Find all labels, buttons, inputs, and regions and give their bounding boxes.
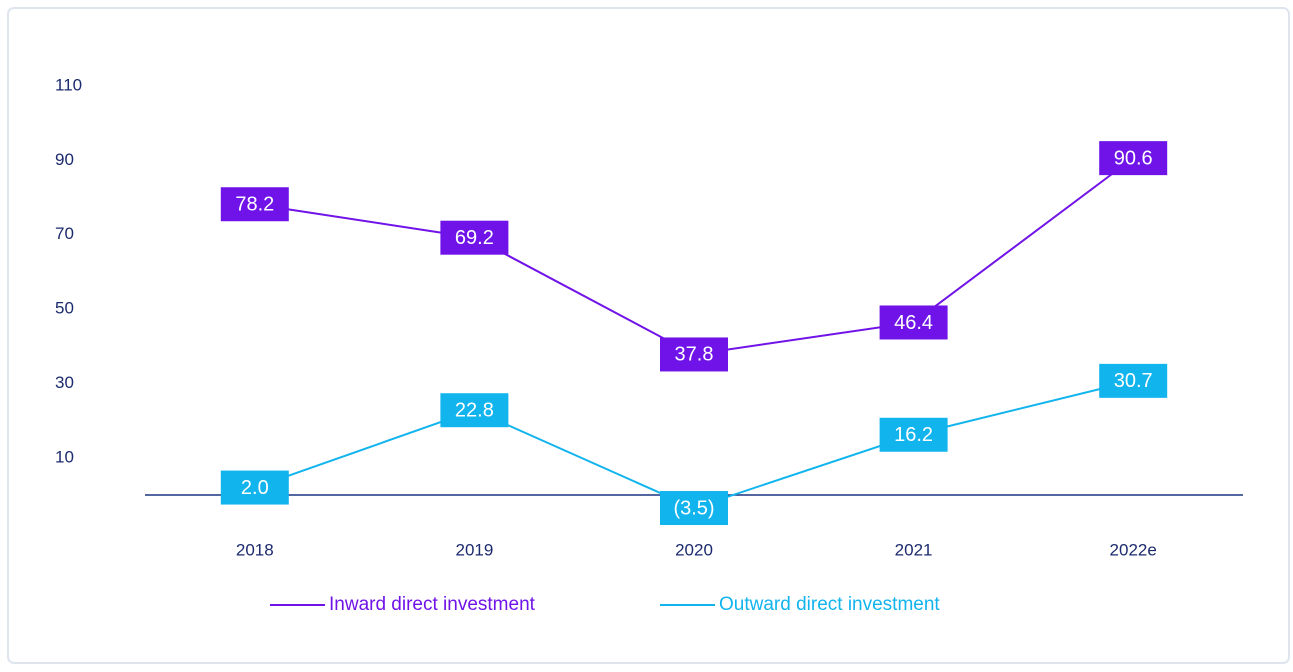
label-box [1099, 141, 1168, 176]
y-tick-label: 90 [55, 150, 74, 169]
label-box [220, 470, 289, 505]
data-label: 90.6 [1114, 147, 1153, 169]
data-label: 2.0 [241, 477, 269, 499]
label-box [1099, 363, 1168, 398]
x-tick-label: 2019 [455, 540, 493, 559]
data-label: 78.2 [235, 194, 274, 216]
y-tick-label: 50 [55, 299, 74, 318]
data-label: 37.8 [675, 344, 714, 366]
x-tick-label: 2018 [236, 540, 274, 559]
y-tick-label: 10 [55, 447, 74, 466]
data-label: 30.7 [1114, 370, 1153, 392]
frame [7, 7, 1290, 664]
data-label: 46.4 [894, 312, 933, 334]
label-box [660, 491, 728, 526]
label-box [660, 337, 728, 372]
y-tick-label: 30 [55, 373, 74, 392]
legend-label: Inward direct investment [329, 594, 536, 615]
y-tick-label: 110 [55, 75, 82, 94]
label-box [220, 187, 289, 222]
y-tick-label: 70 [55, 224, 74, 243]
label-box [879, 417, 948, 452]
x-tick-label: 2022e [1110, 540, 1157, 559]
data-label: 22.8 [455, 400, 494, 422]
x-tick-label: 2020 [675, 540, 713, 559]
legend-label: Outward direct investment [719, 594, 940, 615]
data-label: 16.2 [894, 424, 933, 446]
x-tick-label: 2021 [895, 540, 933, 559]
label-box [879, 305, 948, 340]
label-box [440, 220, 509, 255]
data-label: (3.5) [673, 497, 714, 519]
data-label: 69.2 [455, 227, 494, 249]
label-box [440, 393, 509, 428]
